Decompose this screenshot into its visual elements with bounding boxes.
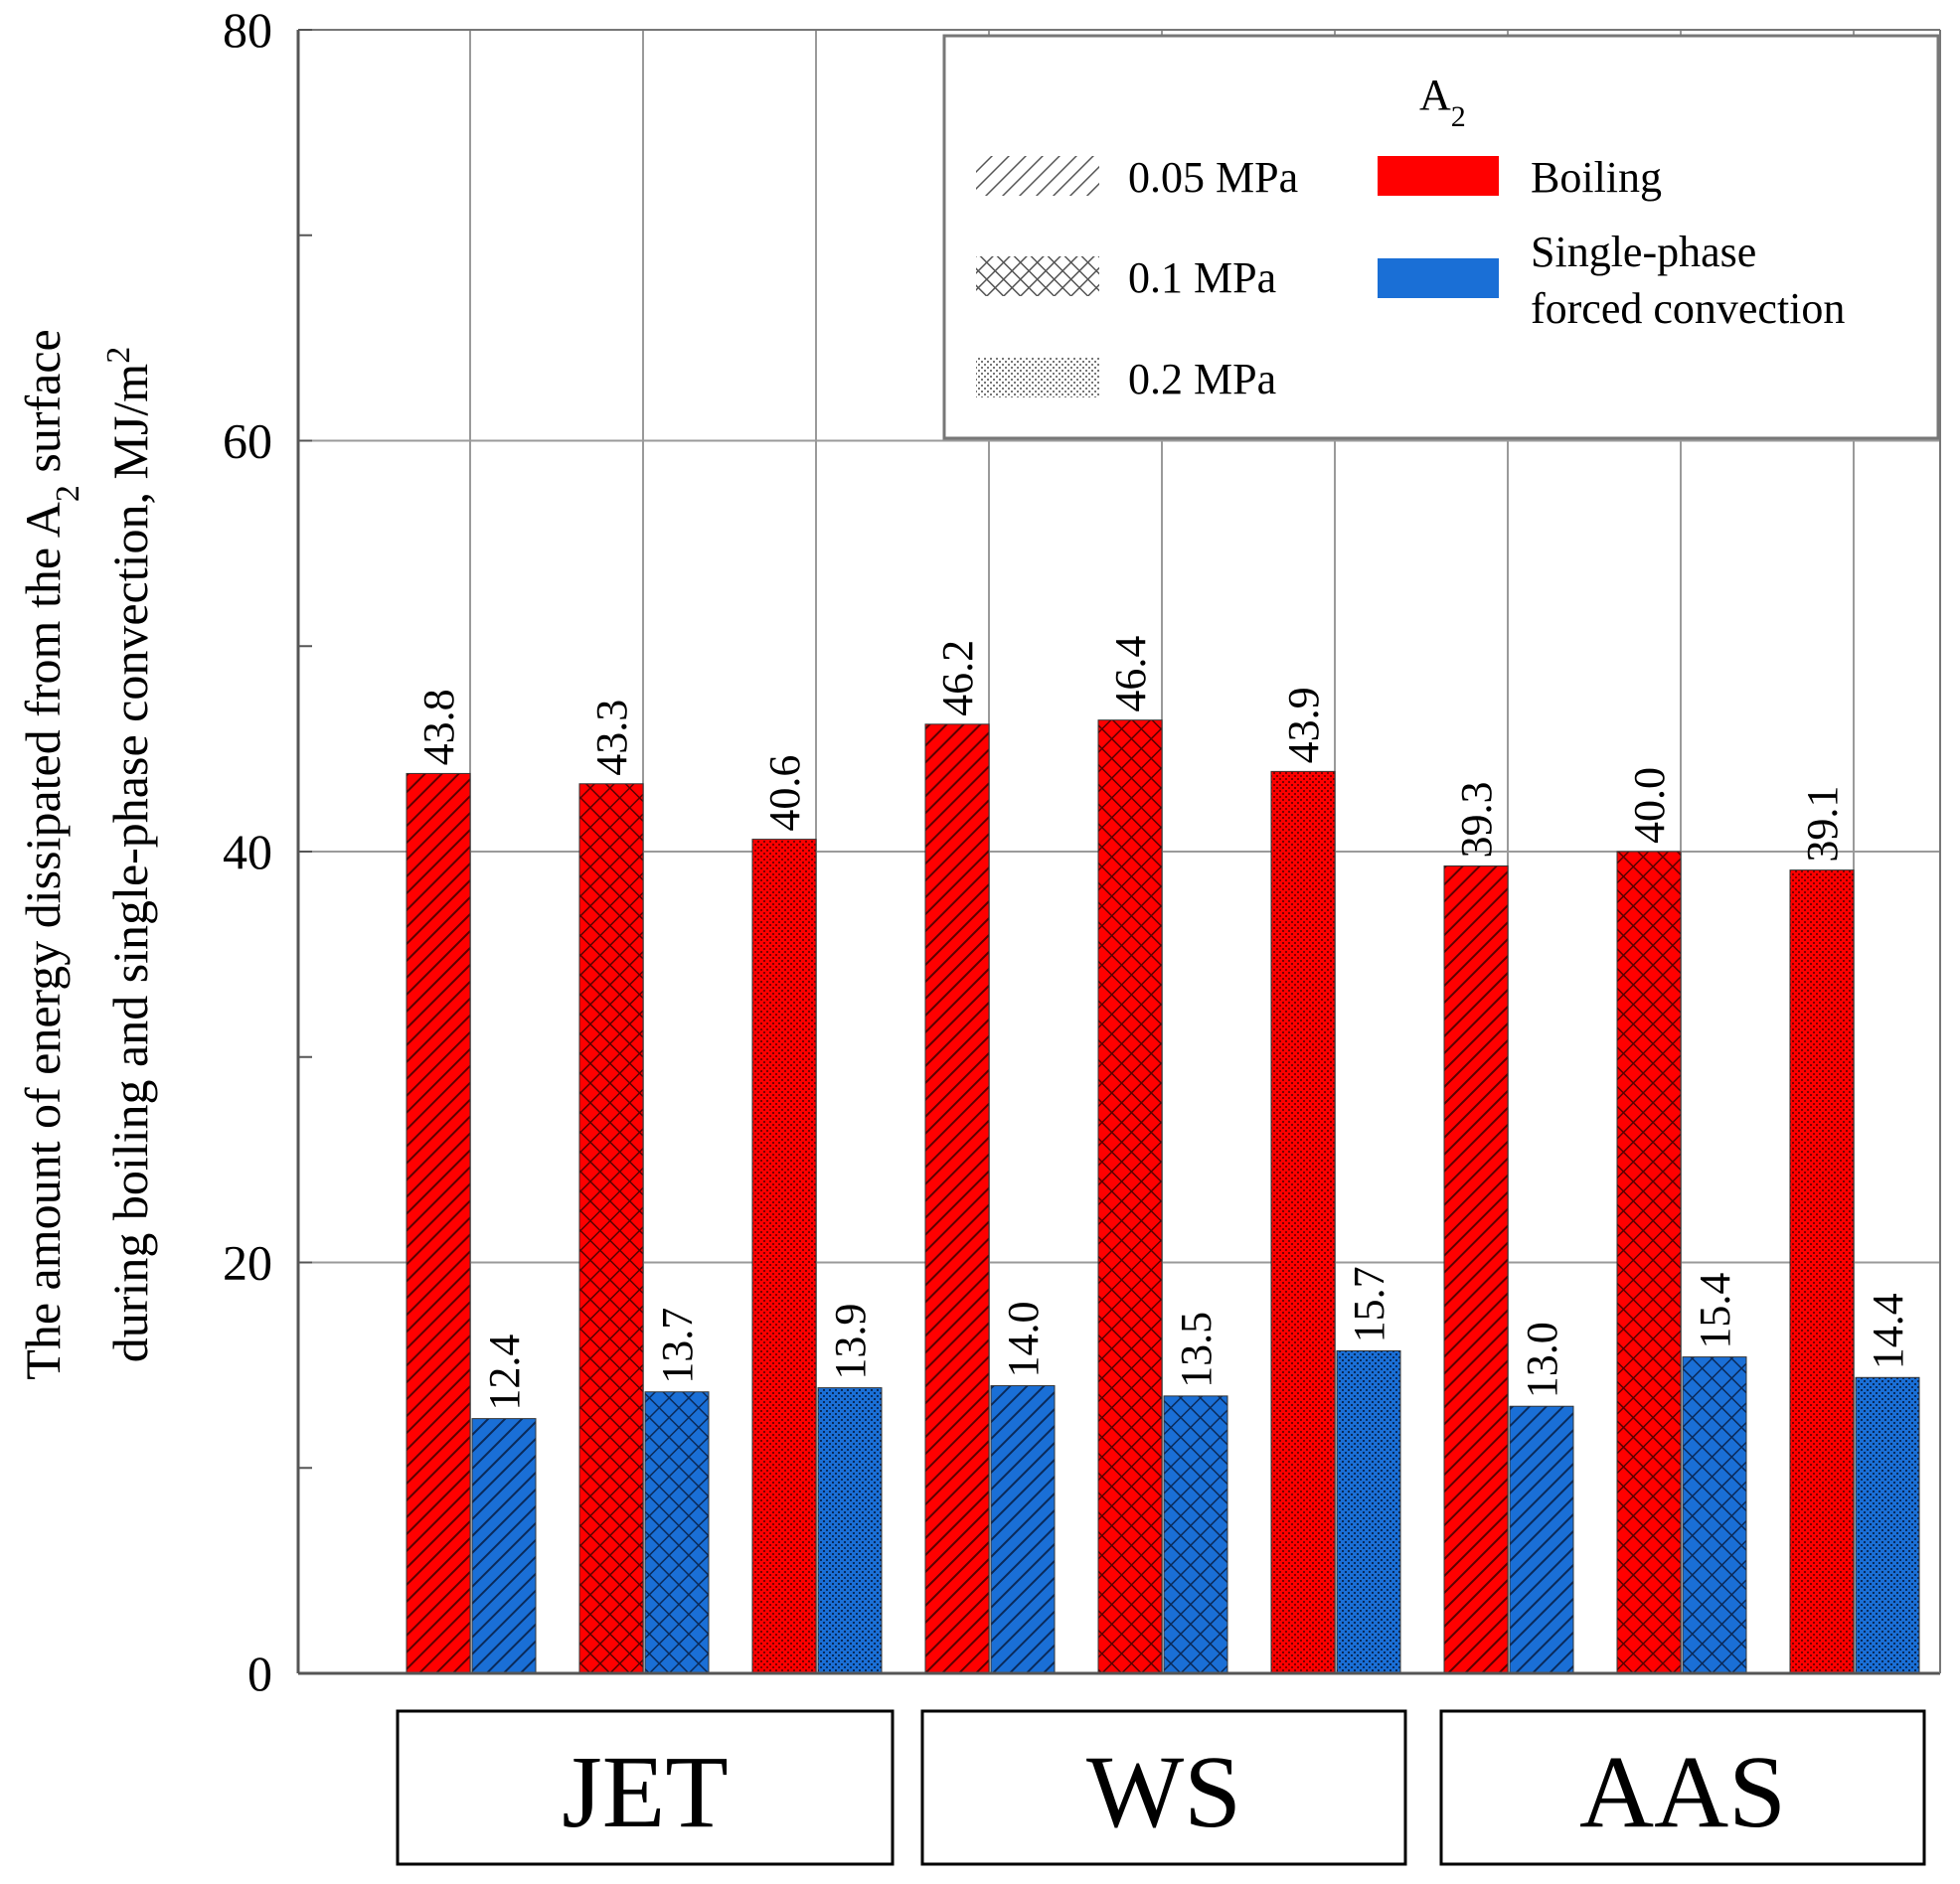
legend-label-02: 0.2 MPa [1128,355,1276,403]
bar-convection-3 [817,1387,883,1674]
y-tick-label: 40 [223,824,272,879]
bar-boiling-5 [1097,719,1163,1674]
group-label-aas: AAS [1579,1735,1786,1849]
bar-boiling-4 [924,723,990,1674]
bar-label-convection-2: 13.7 [653,1308,702,1384]
bar-label-convection-3: 13.9 [826,1304,875,1380]
bar-convection-4 [990,1385,1056,1674]
bar-label-convection-4: 14.0 [999,1302,1048,1378]
bar-boiling-6 [1270,770,1336,1674]
bar-label-boiling-4: 46.2 [933,640,982,716]
legend-swatch-005 [976,156,1099,196]
bar-boiling-1 [406,772,471,1674]
legend-label-convection-1: Single-phase [1531,228,1756,276]
bar-convection-5 [1163,1395,1228,1674]
bar-boiling-3 [751,839,817,1674]
bar-label-boiling-1: 43.8 [414,689,463,765]
legend-swatch-01 [976,256,1099,296]
y-tick-label: 60 [223,413,272,469]
bar-convection-2 [644,1391,710,1674]
legend-label-convection-2: forced convection [1531,284,1845,333]
bar-labels: 43.8 12.4 43.3 13.7 40.6 13.9 46.2 14.0 46.4 13.5… [414,636,1912,1411]
bar-label-boiling-8: 40.0 [1625,767,1674,844]
legend-label-005: 0.05 MPa [1128,153,1298,202]
legend-swatch-boiling [1378,156,1499,196]
legend-swatch-convection [1378,258,1499,298]
bar-label-boiling-6: 43.9 [1279,687,1328,763]
legend-title: A2 [1419,71,1466,133]
bar-convection-8 [1682,1356,1747,1674]
legend-label-01: 0.1 MPa [1128,253,1276,302]
legend-label-boiling: Boiling [1531,153,1662,202]
bar-convection-9 [1855,1376,1920,1674]
bar-convection-7 [1509,1405,1574,1674]
bars [406,719,1920,1674]
bar-label-boiling-5: 46.4 [1106,636,1155,712]
y-axis-label-line2: during boiling and single-phase convecti… [100,347,159,1362]
group-label-ws: WS [1086,1735,1241,1849]
bar-label-convection-9: 14.4 [1864,1293,1912,1369]
legend: A2 0.05 MPa 0.1 MPa 0.2 MPa Boiling Sing… [942,34,1940,440]
y-axis-label-line1: The amount of energy dissipated from the… [15,329,86,1379]
bar-convection-6 [1336,1349,1401,1674]
bar-convection-1 [471,1418,537,1674]
group-labels: JET WS AAS [396,1709,1926,1866]
bar-label-convection-8: 15.4 [1691,1273,1739,1349]
bar-label-boiling-7: 39.3 [1452,781,1501,858]
bar-label-convection-6: 15.7 [1345,1266,1393,1342]
bar-label-convection-5: 13.5 [1172,1312,1221,1388]
legend-swatch-02 [976,358,1099,397]
bar-boiling-2 [578,783,644,1674]
bar-label-boiling-9: 39.1 [1798,786,1847,863]
bar-label-convection-1: 12.4 [480,1334,529,1411]
bar-label-boiling-2: 43.3 [587,700,636,776]
y-tick-label: 0 [247,1646,272,1701]
y-tick-label: 80 [223,2,272,58]
bar-boiling-9 [1789,869,1855,1674]
bar-label-convection-7: 13.0 [1518,1322,1566,1398]
bar-boiling-8 [1616,851,1682,1674]
bar-label-boiling-3: 40.6 [760,755,809,832]
y-ticks: 0 20 40 60 80 [223,2,312,1701]
bar-boiling-7 [1443,864,1509,1674]
y-tick-label: 20 [223,1235,272,1291]
group-label-jet: JET [562,1735,729,1849]
y-axis-label: The amount of energy dissipated from the… [15,329,158,1379]
